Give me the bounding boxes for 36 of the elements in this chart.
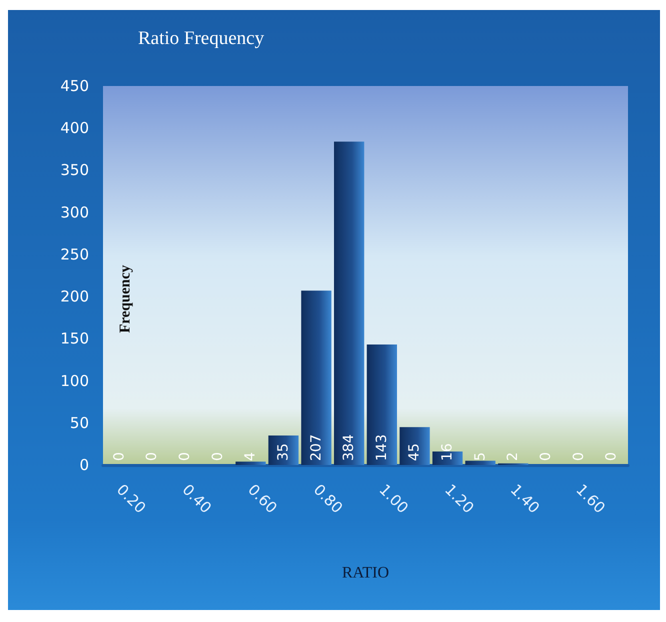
data-label: 45: [406, 443, 423, 461]
data-label: 5: [472, 452, 488, 461]
data-label: 384: [341, 434, 358, 461]
data-label: 0: [570, 452, 587, 461]
data-label: 0: [111, 452, 128, 461]
data-label: 0: [177, 452, 194, 461]
y-tick-label: 150: [60, 330, 89, 348]
bar: [236, 462, 266, 465]
x-axis-title: RATIO: [342, 564, 390, 582]
y-tick-label: 100: [60, 372, 89, 390]
y-tick-label: 200: [60, 288, 89, 306]
y-tick-label: 350: [60, 161, 89, 180]
data-label: 143: [374, 434, 390, 461]
bar: [268, 436, 299, 465]
y-tick-label: 0: [79, 456, 89, 474]
y-tick-label: 250: [60, 245, 89, 264]
bar: [301, 290, 332, 465]
data-label: 0: [210, 452, 226, 461]
bar: [334, 142, 364, 465]
data-label: 4: [242, 452, 259, 461]
y-tick-label: 50: [70, 414, 89, 432]
data-label: 0: [604, 452, 620, 461]
data-label: 35: [275, 443, 292, 461]
data-label: 0: [144, 452, 160, 461]
data-label: 2: [505, 452, 522, 461]
bar: [400, 427, 430, 465]
data-label: 0: [538, 452, 554, 461]
y-tick-label: 450: [60, 77, 89, 95]
y-tick-label: 300: [60, 203, 89, 222]
y-axis-title: Frequency: [118, 264, 134, 334]
data-label: 16: [440, 443, 456, 461]
chart-title: Ratio Frequency: [138, 28, 265, 49]
bar: [465, 460, 496, 465]
y-tick-label: 400: [60, 119, 89, 138]
data-label: 207: [308, 434, 324, 461]
bar: [366, 344, 397, 465]
